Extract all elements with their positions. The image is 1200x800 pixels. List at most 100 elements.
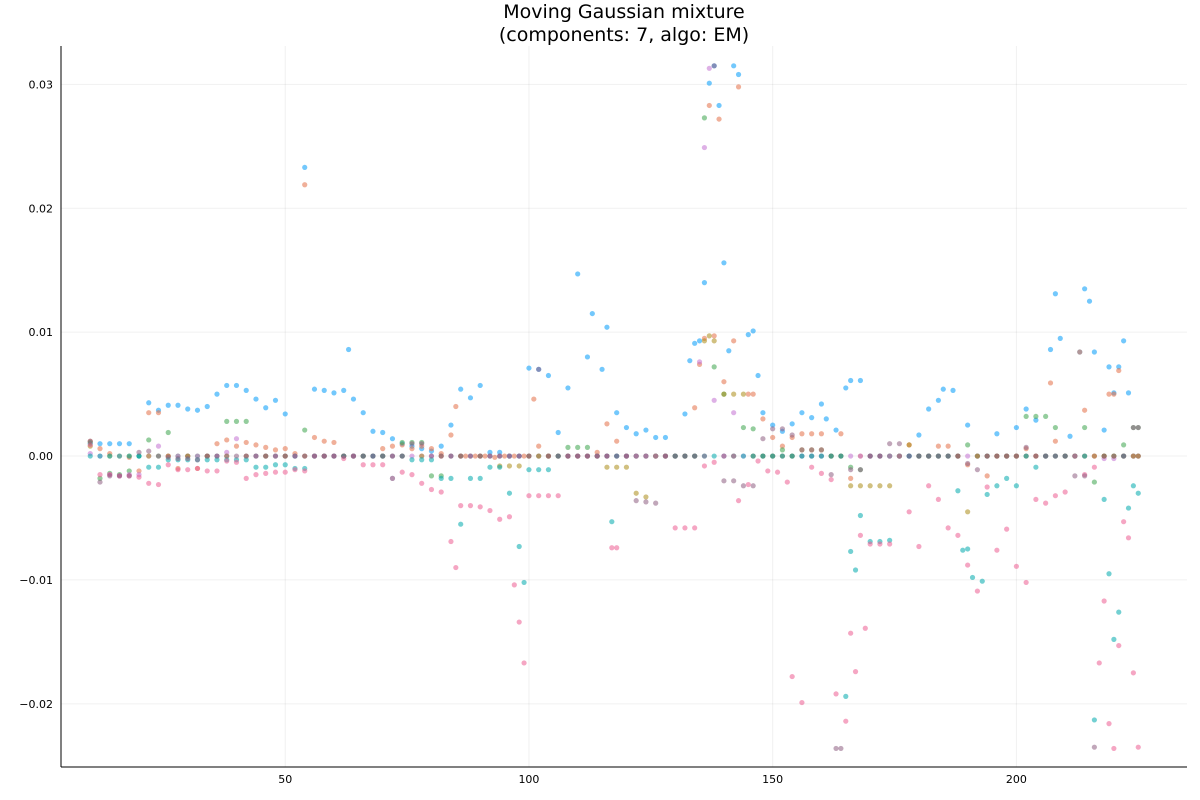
data-point xyxy=(740,453,747,459)
data-point xyxy=(282,411,288,417)
data-point xyxy=(755,458,761,464)
data-point xyxy=(584,453,591,459)
data-point xyxy=(594,453,600,459)
data-point xyxy=(965,562,971,568)
x-tick-label: 200 xyxy=(1006,773,1027,786)
data-point xyxy=(350,453,357,459)
data-point xyxy=(1023,406,1029,412)
data-point xyxy=(1091,349,1097,355)
data-point xyxy=(696,338,703,344)
data-point xyxy=(916,432,922,438)
data-point xyxy=(945,443,951,449)
data-point xyxy=(1130,453,1136,459)
data-point xyxy=(1101,427,1107,433)
data-point xyxy=(974,453,980,459)
x-tick-label: 100 xyxy=(518,773,539,786)
data-point xyxy=(731,453,737,459)
data-point xyxy=(97,446,103,452)
data-point xyxy=(214,457,220,463)
data-point xyxy=(731,338,737,344)
data-point xyxy=(331,453,337,459)
data-point xyxy=(282,446,288,452)
data-point xyxy=(477,504,483,510)
data-point xyxy=(399,453,405,459)
data-point xyxy=(604,324,610,330)
data-point xyxy=(1082,286,1088,292)
data-point xyxy=(774,469,781,475)
data-point xyxy=(1004,526,1010,532)
data-point xyxy=(984,453,990,459)
data-point xyxy=(224,453,230,459)
data-point xyxy=(779,447,786,453)
data-point xyxy=(472,453,478,459)
data-point xyxy=(107,453,113,459)
data-point xyxy=(389,453,396,459)
data-point xyxy=(1047,346,1054,353)
data-point xyxy=(272,447,279,453)
data-point xyxy=(321,438,327,444)
data-point xyxy=(243,475,249,481)
data-point xyxy=(477,475,483,481)
data-point xyxy=(974,467,980,473)
chart-title: Moving Gaussian mixture (components: 7, … xyxy=(499,1,749,46)
y-tick-label: 0.00 xyxy=(29,450,54,463)
grid xyxy=(61,46,1187,767)
data-point xyxy=(545,493,552,499)
data-point xyxy=(1052,291,1058,297)
data-point xyxy=(448,475,454,481)
data-point xyxy=(945,453,951,459)
data-point xyxy=(706,65,712,71)
data-point xyxy=(263,405,269,411)
data-point xyxy=(960,547,966,553)
data-point xyxy=(409,453,415,459)
data-point xyxy=(453,564,459,571)
data-point xyxy=(623,453,630,459)
data-point xyxy=(321,453,327,459)
data-point xyxy=(555,429,561,436)
data-point xyxy=(1130,483,1136,489)
data-point xyxy=(770,422,776,428)
data-point xyxy=(1082,424,1088,431)
data-point xyxy=(1121,519,1127,525)
data-point xyxy=(458,521,464,527)
data-point xyxy=(867,483,873,489)
data-points xyxy=(87,63,1141,752)
data-point xyxy=(458,386,464,392)
series-4 xyxy=(87,65,1141,479)
data-point xyxy=(146,410,152,416)
data-point xyxy=(536,493,542,499)
data-point xyxy=(1121,442,1127,448)
data-point xyxy=(857,532,864,538)
data-point xyxy=(126,453,132,459)
data-point xyxy=(969,574,976,581)
data-point xyxy=(750,391,756,397)
data-point xyxy=(224,458,230,464)
data-point xyxy=(838,745,844,752)
data-point xyxy=(419,457,425,463)
data-point xyxy=(848,475,854,481)
data-point xyxy=(662,453,669,459)
data-point xyxy=(419,441,425,447)
data-point xyxy=(867,541,873,547)
data-point xyxy=(974,588,980,594)
data-point xyxy=(545,467,552,473)
data-point xyxy=(438,443,444,449)
data-point xyxy=(789,673,795,680)
data-point xyxy=(623,464,630,470)
data-point xyxy=(1116,642,1122,649)
series-6 xyxy=(87,453,1141,723)
data-point xyxy=(175,467,181,473)
data-point xyxy=(1043,453,1049,459)
data-point xyxy=(263,464,269,470)
data-point xyxy=(760,453,766,459)
data-point xyxy=(848,467,854,473)
data-point xyxy=(526,453,532,459)
data-point xyxy=(838,453,844,459)
data-point xyxy=(1116,609,1122,615)
data-point xyxy=(521,453,527,459)
data-point xyxy=(633,431,639,437)
data-point xyxy=(779,426,786,432)
data-point xyxy=(984,491,990,498)
data-point xyxy=(428,453,435,459)
data-point xyxy=(1091,464,1097,470)
